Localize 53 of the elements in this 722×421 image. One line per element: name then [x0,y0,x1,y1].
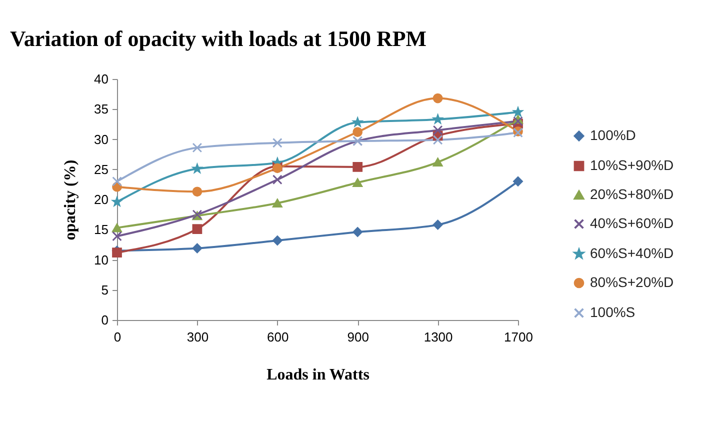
point [432,93,443,104]
point [352,127,363,137]
legend-label: 100%S [590,304,636,320]
y-tick-label: 0 [101,312,108,328]
point [513,116,523,126]
point [112,223,122,232]
point [432,158,443,167]
legend-label: 40%S+60%D [590,215,674,231]
point [513,176,523,186]
point [513,107,523,116]
y-tick-label: 35 [94,102,108,117]
point [192,142,202,153]
point [352,178,363,188]
point [272,236,282,246]
point [432,220,443,230]
legend-label: 100%D [590,127,636,143]
y-tick-label: 25 [94,162,108,177]
y-tick-label: 10 [94,252,108,268]
point [192,164,202,173]
x-tick-label: 900 [347,330,369,344]
point [112,248,122,258]
y-tick-label: 20 [94,192,108,207]
x-axis-title: Loads in Watts [266,366,370,384]
point [433,114,443,124]
point [432,125,443,136]
point [352,117,362,127]
point [192,186,202,197]
legend-label: 60%S+40%D [590,245,674,261]
point [272,198,282,208]
y-tick-label: 15 [94,222,108,238]
point [272,138,282,148]
legend-label: 80%S+20%D [590,274,674,290]
y-tick-label: 5 [101,282,108,298]
chart-title: Variation of opacity with loads at 1500 RPM [10,26,427,51]
x-tick-label: 300 [186,330,209,344]
point [192,243,202,254]
x-tick-label: 1700 [504,330,533,344]
point [112,231,122,242]
point [112,176,122,186]
point [272,174,282,185]
y-tick-label: 40 [94,72,108,86]
x-tick-label: 0 [114,330,122,344]
point [352,162,363,172]
x-tick-label: 600 [267,330,289,344]
y-axis-title: opacity (%) [62,160,80,240]
point [352,227,363,237]
y-tick-label: 30 [94,132,108,147]
point [112,196,122,206]
legend-label: 10%S+90%D [590,157,674,173]
x-tick-label: 1300 [424,330,453,344]
point [432,134,443,145]
point [192,224,202,234]
legend-label: 20%S+80%D [590,186,674,202]
